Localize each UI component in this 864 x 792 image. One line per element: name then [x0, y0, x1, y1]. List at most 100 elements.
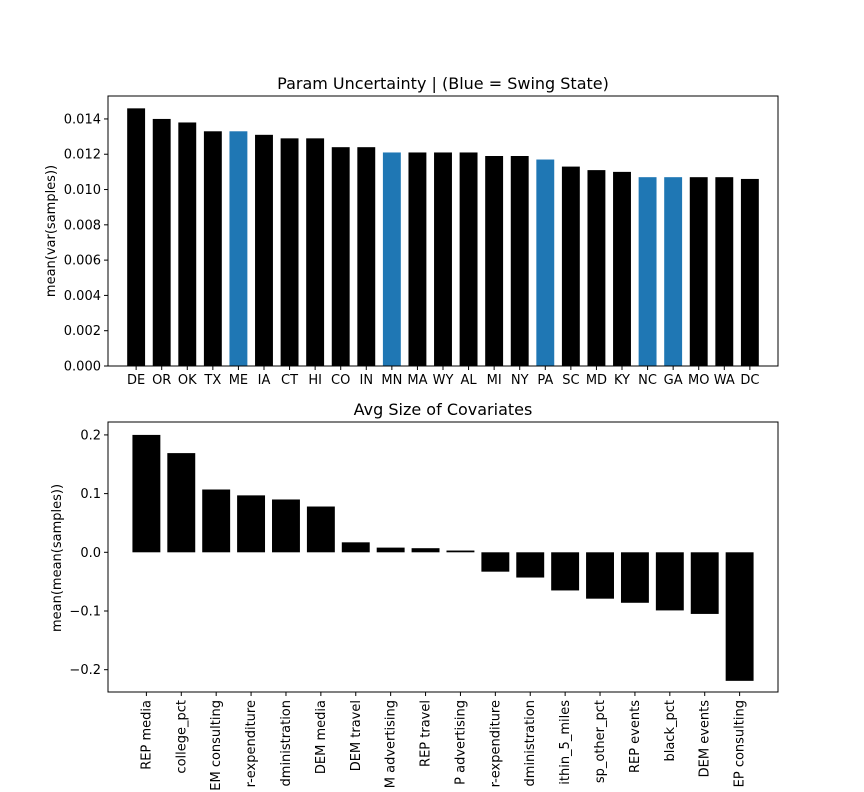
x-tick-label: OK	[178, 373, 197, 388]
bar-m-advertising	[376, 547, 405, 553]
y-tick-label: 0.1	[80, 487, 101, 502]
param-uncertainty-chart: Param Uncertainty | (Blue = Swing State)…	[44, 74, 779, 388]
y-tick-labels: 0.000 0.002 0.004 0.006 0.008 0.010 0.012 0.014	[64, 112, 108, 375]
x-tick-label: AL	[461, 373, 478, 388]
y-tick-label: 0.004	[64, 289, 101, 304]
x-tick-labels: REP media college_pct EM consulting r-expen…	[139, 692, 748, 791]
x-tick-label: GA	[664, 373, 683, 388]
x-tick-label: DC	[740, 373, 759, 388]
x-tick-label: r-expenditure	[488, 700, 503, 787]
x-tick-labels: DE OR OK TX ME IA CT HI CO IN MN MA WY AL MI NY PA SC MD KY…	[127, 366, 759, 388]
avg-size-covariates-chart: Avg Size of Covariates mean(mean(samples…	[50, 400, 779, 791]
x-tick-label: dministration	[279, 700, 294, 786]
chart1-title: Param Uncertainty | (Blue = Swing State)	[277, 74, 609, 93]
bar-wa	[715, 177, 734, 366]
x-tick-label: black_pct	[663, 700, 678, 762]
y-tick-label: 0.012	[64, 148, 101, 163]
x-tick-label: CT	[281, 373, 298, 388]
x-tick-label: DEM travel	[349, 700, 364, 771]
x-tick-label: DE	[127, 373, 145, 388]
y-tick-label: 0.002	[64, 324, 101, 339]
x-tick-label: EM consulting	[209, 700, 224, 791]
x-tick-label: REP travel	[419, 700, 434, 767]
y-tick-label: 0.000	[64, 360, 101, 375]
bar-wy	[434, 152, 452, 366]
x-tick-label: MO	[688, 373, 709, 388]
bar-mo	[689, 177, 708, 366]
bar-pa	[536, 159, 555, 366]
bar-rep-travel	[411, 548, 440, 553]
bar-rep-media	[132, 434, 161, 553]
x-tick-label: r-expenditure	[244, 700, 259, 787]
y-tick-label: 0.006	[64, 254, 101, 269]
x-tick-label: M advertising	[384, 700, 399, 788]
y-tick-label: 0.2	[80, 428, 101, 443]
bar-r-expenditure	[237, 495, 266, 553]
bar-college-pct	[167, 453, 196, 553]
y-tick-label: 0.014	[64, 112, 101, 127]
x-tick-label: IN	[360, 373, 374, 388]
bar-al	[459, 152, 478, 366]
bar-dministration	[272, 499, 300, 553]
x-tick-label: SC	[562, 373, 579, 388]
bar-black-pct	[655, 552, 684, 611]
x-tick-label: dministration	[523, 700, 538, 786]
plot-frame	[107, 95, 779, 367]
bar-me	[229, 131, 248, 366]
bar-dem-media	[306, 506, 335, 553]
x-tick-label: ithin_5_miles	[558, 700, 573, 785]
bar-in	[357, 147, 376, 366]
chart2-y-axis-label: mean(mean(samples))	[50, 484, 65, 632]
y-tick-label: −0.1	[69, 605, 101, 620]
bar-mn	[382, 152, 401, 366]
x-tick-label: NY	[511, 373, 529, 388]
x-tick-label: PA	[537, 373, 553, 388]
bar-ia	[255, 134, 273, 366]
x-tick-label: REP events	[628, 700, 643, 773]
y-tick-label: 0.0	[80, 546, 101, 561]
x-tick-label: OR	[152, 373, 171, 388]
x-tick-label: sp_other_pct	[593, 700, 608, 783]
x-tick-label: DEM media	[314, 700, 329, 774]
x-tick-label: EP consulting	[733, 700, 748, 787]
bar-ct	[280, 138, 299, 366]
x-tick-label: REP media	[139, 700, 154, 770]
x-tick-label: MN	[381, 373, 402, 388]
x-tick-label: WY	[433, 373, 454, 388]
bar-dem-events	[690, 552, 719, 614]
bar-p-advertising	[446, 550, 475, 553]
bar-or	[152, 118, 171, 366]
bar-hi	[306, 138, 325, 366]
x-tick-label: TX	[203, 373, 221, 388]
x-tick-label: DEM events	[698, 700, 713, 778]
bar-ep-consulting	[725, 552, 754, 681]
plot-frame	[107, 421, 779, 693]
bar-nc	[638, 177, 657, 366]
bars	[132, 434, 754, 681]
bar-tx	[203, 131, 222, 366]
x-tick-label: WA	[714, 373, 735, 388]
bar-rep-events	[620, 552, 649, 603]
x-tick-label: IA	[258, 373, 271, 388]
x-tick-label: MD	[586, 373, 607, 388]
bar-dc	[740, 178, 759, 366]
bar-ga	[664, 177, 683, 366]
bar-md	[587, 170, 606, 366]
x-tick-label: MI	[487, 373, 502, 388]
bar-sc	[561, 166, 580, 366]
chart1-y-axis-label: mean(var(samples))	[44, 165, 59, 297]
bar-ny	[510, 156, 529, 366]
bar-dem-travel	[341, 542, 370, 553]
x-tick-label: KY	[614, 373, 630, 388]
bar-ky	[613, 171, 631, 366]
x-tick-label: P advertising	[453, 700, 468, 785]
bar-ok	[178, 122, 197, 366]
y-tick-labels: −0.2 −0.1 0.0 0.1 0.2	[69, 428, 108, 678]
bar-ma	[408, 152, 427, 366]
x-tick-label: MA	[407, 373, 427, 388]
bar-r-expenditure	[481, 552, 510, 572]
x-tick-label: ME	[229, 373, 248, 388]
bar-sp-other-pct	[586, 552, 614, 599]
x-tick-label: college_pct	[174, 700, 189, 774]
x-tick-label: HI	[308, 373, 322, 388]
